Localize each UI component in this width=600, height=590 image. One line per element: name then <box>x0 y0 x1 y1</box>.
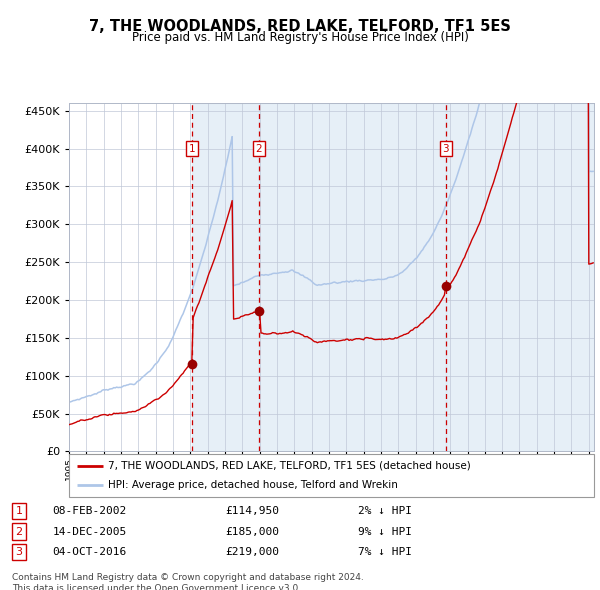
Text: 7% ↓ HPI: 7% ↓ HPI <box>358 547 412 557</box>
Text: 2: 2 <box>256 143 262 153</box>
Bar <box>259 103 446 451</box>
Bar <box>192 103 259 451</box>
Text: 7, THE WOODLANDS, RED LAKE, TELFORD, TF1 5ES (detached house): 7, THE WOODLANDS, RED LAKE, TELFORD, TF1… <box>109 461 471 471</box>
Text: 2: 2 <box>16 527 22 536</box>
Text: Contains HM Land Registry data © Crown copyright and database right 2024.
This d: Contains HM Land Registry data © Crown c… <box>12 573 364 590</box>
Text: 04-OCT-2016: 04-OCT-2016 <box>52 547 127 557</box>
Text: HPI: Average price, detached house, Telford and Wrekin: HPI: Average price, detached house, Telf… <box>109 480 398 490</box>
Text: £219,000: £219,000 <box>225 547 279 557</box>
Text: 14-DEC-2005: 14-DEC-2005 <box>52 527 127 536</box>
Text: 9% ↓ HPI: 9% ↓ HPI <box>358 527 412 536</box>
Text: 1: 1 <box>189 143 196 153</box>
Text: 3: 3 <box>16 547 22 557</box>
Text: £185,000: £185,000 <box>225 527 279 536</box>
Text: 1: 1 <box>16 506 22 516</box>
Text: Price paid vs. HM Land Registry's House Price Index (HPI): Price paid vs. HM Land Registry's House … <box>131 31 469 44</box>
Text: 3: 3 <box>443 143 449 153</box>
Text: £114,950: £114,950 <box>225 506 279 516</box>
FancyBboxPatch shape <box>69 454 594 497</box>
Text: 7, THE WOODLANDS, RED LAKE, TELFORD, TF1 5ES: 7, THE WOODLANDS, RED LAKE, TELFORD, TF1… <box>89 19 511 34</box>
Bar <box>446 103 594 451</box>
Text: 08-FEB-2002: 08-FEB-2002 <box>52 506 127 516</box>
Text: 2% ↓ HPI: 2% ↓ HPI <box>358 506 412 516</box>
